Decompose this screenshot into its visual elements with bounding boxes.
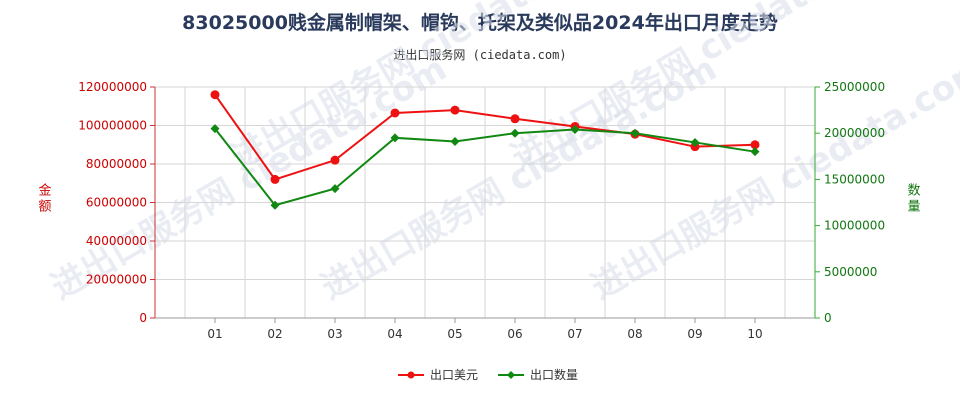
right-tick-label: 5000000	[824, 265, 877, 279]
x-tick-label: 05	[447, 327, 462, 341]
x-tick-label: 07	[567, 327, 582, 341]
right-tick-label: 10000000	[824, 219, 885, 233]
series-point-2	[510, 128, 520, 138]
x-tick-label: 10	[747, 327, 762, 341]
right-tick-label: 25000000	[824, 80, 885, 94]
x-tick-label: 02	[267, 327, 282, 341]
series-point-1	[330, 155, 340, 165]
x-tick-label: 06	[507, 327, 522, 341]
series-line-1	[214, 94, 756, 181]
series-point-2	[450, 137, 460, 147]
series-point-2	[270, 200, 280, 210]
left-axis-title: 金额	[38, 183, 51, 215]
series-line-2	[214, 127, 756, 207]
left-tick-label: 120000000	[78, 80, 147, 94]
left-tick-label: 80000000	[86, 157, 147, 171]
series-point-2	[630, 128, 640, 138]
series-point-2	[210, 124, 220, 134]
right-tick-label: 0	[824, 311, 832, 325]
series-point-2	[330, 184, 340, 194]
series-point-2	[570, 125, 580, 135]
x-tick-label: 04	[387, 327, 402, 341]
legend-marker-1	[407, 371, 415, 379]
legend-marker-2	[507, 371, 515, 379]
left-tick-label: 40000000	[86, 234, 147, 248]
legend-label-2: 出口数量	[530, 367, 578, 382]
series-point-2	[690, 137, 700, 147]
series-point-2	[750, 147, 760, 157]
x-tick-label: 01	[207, 327, 222, 341]
left-tick-label: 100000000	[78, 119, 147, 133]
left-tick-label: 0	[139, 311, 147, 325]
right-tick-label: 15000000	[824, 172, 885, 186]
series-point-1	[270, 174, 280, 184]
series-point-2	[390, 133, 400, 143]
series-point-1	[390, 108, 400, 118]
series-point-1	[750, 140, 760, 150]
right-tick-label: 20000000	[824, 126, 885, 140]
x-tick-label: 08	[627, 327, 642, 341]
series-point-1	[210, 90, 220, 100]
left-tick-label: 20000000	[86, 273, 147, 287]
legend-label-1: 出口美元	[430, 368, 478, 382]
chart-subtitle: 进出口服务网 (ciedata.com)	[393, 48, 567, 62]
x-tick-label: 09	[687, 327, 702, 341]
x-tick-label: 03	[327, 327, 342, 341]
series-point-1	[450, 105, 460, 115]
left-tick-label: 60000000	[86, 196, 147, 210]
series-point-1	[510, 114, 520, 124]
chart-title: 83025000贱金属制帽架、帽钩、托架及类似品2024年出口月度走势	[182, 12, 778, 34]
right-axis-title: 数量	[907, 184, 920, 215]
